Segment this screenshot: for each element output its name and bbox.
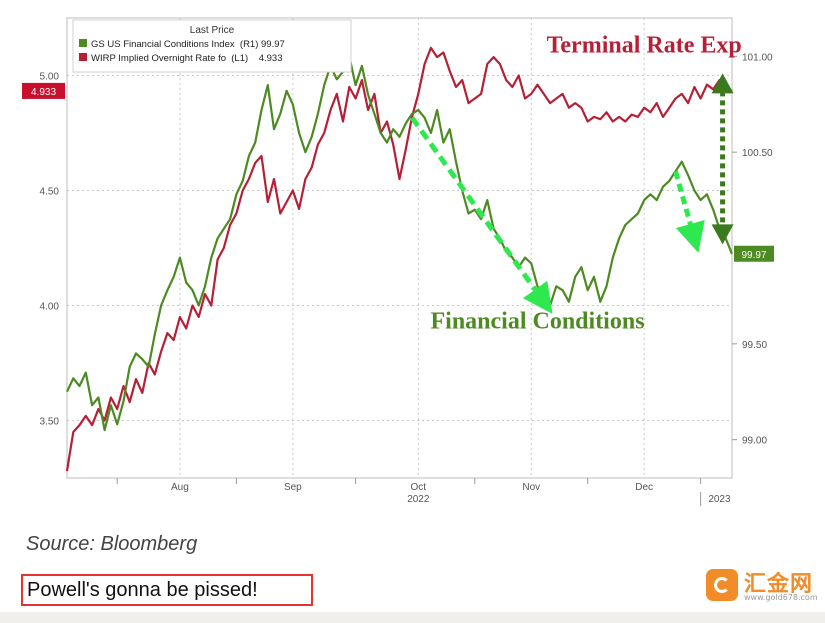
x-year-label: 2023 bbox=[708, 494, 731, 505]
x-tick-label: Dec bbox=[635, 482, 653, 493]
right-tick-label: 100.50 bbox=[742, 148, 773, 159]
x-tick-label: Oct bbox=[411, 482, 427, 493]
axes: 3.50 4.00 4.50 5.00 99.00 99.50 100.50 101.00 Au… bbox=[22, 17, 774, 506]
left-tick-label: 5.00 bbox=[40, 72, 60, 83]
series-line-fci bbox=[66, 55, 734, 432]
annotation-terminal-rate: Terminal Rate Exp bbox=[547, 33, 742, 59]
chart: 3.50 4.00 4.50 5.00 99.00 99.50 100.50 101.00 Au… bbox=[22, 8, 774, 508]
left-tick-label: 3.50 bbox=[40, 417, 60, 428]
gap-arrow-up-head bbox=[711, 73, 734, 94]
legend: Last Price GS US Financial Conditions Ind… bbox=[72, 19, 352, 73]
series bbox=[65, 46, 734, 472]
right-tick-label: 101.00 bbox=[742, 52, 773, 63]
right-last-value-badge bbox=[734, 245, 774, 262]
right-tick-label: 99.50 bbox=[742, 340, 767, 351]
trend-arrow-down bbox=[410, 116, 553, 314]
logo-name: 汇金网 bbox=[744, 572, 814, 597]
annotation-arrows bbox=[410, 73, 734, 314]
x-tick-label: Sep bbox=[284, 482, 302, 493]
x-tick-label: Nov bbox=[522, 482, 540, 493]
watermark-logo: 汇金网 www.gold678.com bbox=[706, 566, 818, 606]
left-tick-label: 4.00 bbox=[40, 302, 60, 313]
legend-box bbox=[72, 19, 352, 73]
legend-title: Last Price bbox=[190, 25, 235, 36]
logo-icon bbox=[706, 569, 738, 601]
logo-url: www.gold678.com bbox=[744, 593, 818, 602]
comment-box: Powell's gonna be pissed! bbox=[21, 574, 313, 606]
legend-entry-label: GS US Financial Conditions Index (R1) 99… bbox=[91, 39, 285, 50]
left-tick-label: 4.50 bbox=[40, 187, 60, 198]
comment-text: Powell's gonna be pissed! bbox=[27, 579, 258, 601]
right-tick-label: 99.00 bbox=[742, 436, 767, 447]
legend-swatch bbox=[79, 39, 87, 47]
left-last-value-label: 4.933 bbox=[31, 87, 56, 98]
x-tick-label: Aug bbox=[171, 482, 189, 493]
chart-svg: 3.50 4.00 4.50 5.00 99.00 99.50 100.50 101.00 Au… bbox=[22, 17, 774, 506]
left-last-value-badge bbox=[22, 82, 65, 99]
plot-frame bbox=[66, 17, 733, 479]
annotation-financial-conditions: Financial Conditions bbox=[430, 309, 644, 335]
annotations: Terminal Rate Exp Financial Conditions bbox=[430, 33, 741, 335]
gap-arrow-down-head bbox=[711, 224, 734, 245]
legend-entry-label: WIRP Implied Overnight Rate fo (L1) 4.93… bbox=[91, 53, 283, 64]
trend-arrow-short bbox=[673, 170, 705, 253]
x-year-label: 2022 bbox=[407, 494, 430, 505]
bottom-strip bbox=[0, 612, 825, 623]
grid bbox=[67, 18, 732, 478]
right-last-value-label: 99.97 bbox=[741, 250, 766, 261]
source-caption: Source: Bloomberg bbox=[26, 533, 198, 555]
legend-swatch bbox=[79, 53, 87, 61]
series-line-rate bbox=[65, 46, 733, 472]
